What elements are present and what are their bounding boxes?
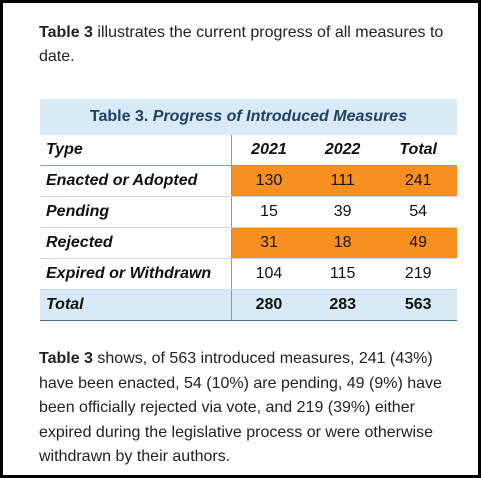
row-label: Pending xyxy=(40,196,232,228)
cell: 563 xyxy=(379,289,457,321)
summary-bold: Table 3 xyxy=(39,350,93,367)
header-cell: Total xyxy=(379,135,457,166)
cell: 54 xyxy=(379,196,457,228)
cell: 15 xyxy=(231,196,306,228)
table-row: Expired or Withdrawn 104 115 219 xyxy=(40,258,457,290)
table-row: Pending 15 39 54 xyxy=(40,196,457,228)
cell: 104 xyxy=(231,258,306,290)
cell: 283 xyxy=(305,289,380,321)
summary-text: shows, of 563 introduced measures, 241 (… xyxy=(39,350,442,465)
cell: 39 xyxy=(305,196,380,228)
row-label: Rejected xyxy=(40,227,232,259)
row-label: Total xyxy=(40,289,232,321)
row-label: Expired or Withdrawn xyxy=(40,258,232,290)
cell: 49 xyxy=(379,227,457,259)
cell: 280 xyxy=(231,289,306,321)
cell: 219 xyxy=(379,258,457,290)
table-row: Enacted or Adopted 130 111 241 xyxy=(40,165,457,197)
cell: 115 xyxy=(305,258,380,290)
row-label: Enacted or Adopted xyxy=(40,165,232,197)
header-cell: Type xyxy=(40,135,232,166)
intro-text: illustrates the current progress of all … xyxy=(39,24,444,65)
header-cell: 2021 xyxy=(231,135,306,166)
cell: 18 xyxy=(305,227,380,259)
table-row: Rejected 31 18 49 xyxy=(40,227,457,259)
intro: Table 3 illustrates the current progress… xyxy=(39,21,459,69)
summary: Table 3 shows, of 563 introduced measure… xyxy=(39,347,449,470)
cell: 111 xyxy=(305,165,380,197)
table-title: Table 3. Progress of Introduced Measures xyxy=(40,99,457,135)
table-label: Table 3. xyxy=(89,108,149,125)
cell: 31 xyxy=(231,227,306,259)
header-row: Type 2021 2022 Total xyxy=(40,135,457,166)
cell: 241 xyxy=(379,165,457,197)
table-name: Progress of Introduced Measures xyxy=(152,108,408,125)
intro-bold: Table 3 xyxy=(39,24,93,41)
header-cell: 2022 xyxy=(305,135,380,166)
cell: 130 xyxy=(231,165,306,197)
progress-table: Table 3. Progress of Introduced Measures… xyxy=(40,99,457,321)
total-row: Total 280 283 563 xyxy=(40,289,457,321)
